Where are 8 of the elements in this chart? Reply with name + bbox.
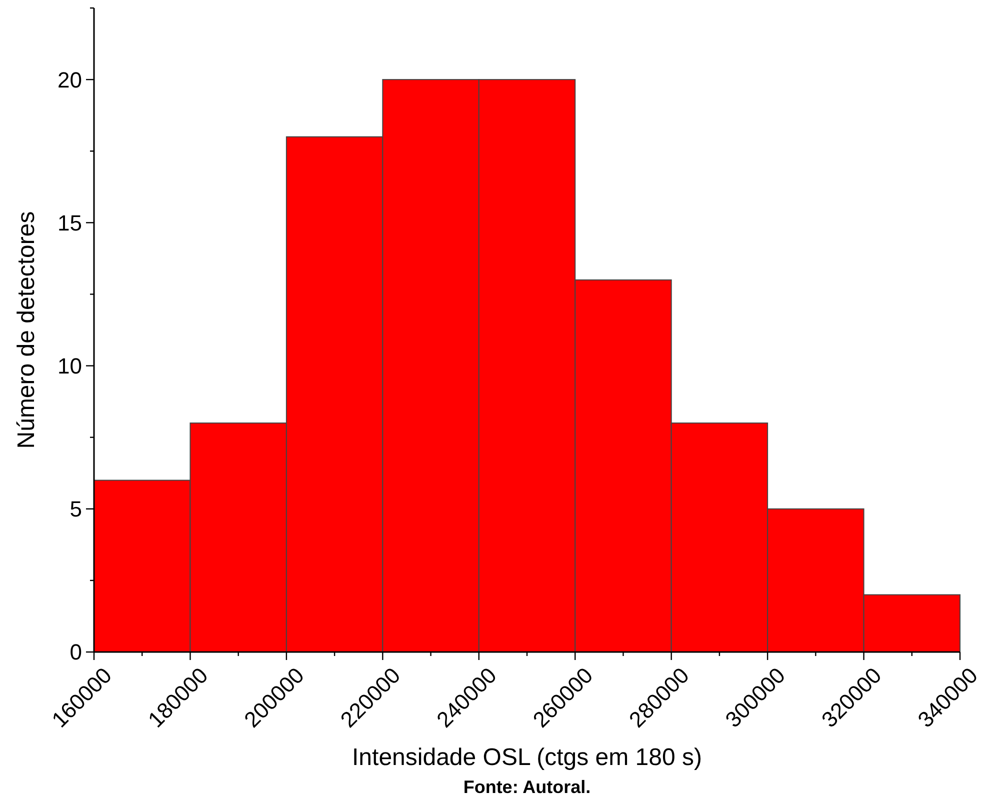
source-note: Fonte: Autoral.: [463, 777, 591, 797]
y-tick-label: 5: [70, 496, 82, 522]
y-axis-title: Número de detectores: [13, 211, 40, 449]
y-tick-label: 15: [58, 210, 82, 236]
y-tick-label: 0: [70, 640, 82, 665]
y-tick-label: 20: [58, 67, 82, 92]
y-tick-label: 10: [58, 353, 82, 378]
x-axis-title: Intensidade OSL (ctgs em 180 s): [352, 744, 702, 771]
